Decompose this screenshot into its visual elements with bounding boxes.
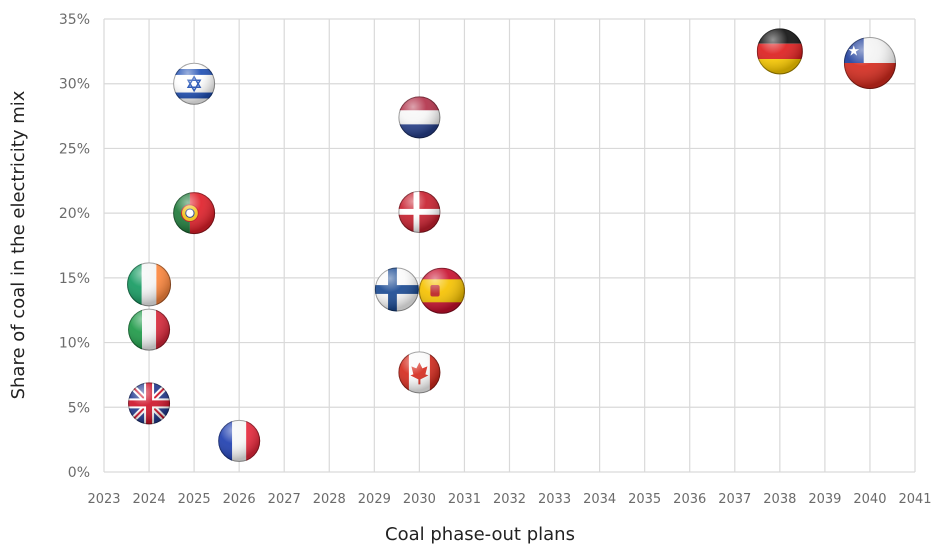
flag-marker-netherlands-icon: Netherlands: 2030, 27.4% bbox=[398, 96, 441, 139]
x-tick-label: 2024 bbox=[133, 492, 166, 507]
y-tick-label: 20% bbox=[59, 206, 90, 222]
flag-marker-ireland-icon: Ireland: 2024, 14.5% bbox=[127, 262, 172, 307]
y-tick-label: 10% bbox=[59, 336, 90, 352]
x-axis-title: Coal phase-out plans bbox=[385, 524, 575, 545]
flag-marker-spain-icon: Spain: 2030.5, 14% bbox=[418, 267, 465, 314]
flag-marker-israel-icon: Israel: 2025, 30% bbox=[173, 62, 216, 105]
x-tick-label: 2036 bbox=[673, 492, 706, 507]
x-axis-ticks: 2023 2024 2025 2026 2027 2028 2029 2030 2031 2032… bbox=[87, 492, 931, 507]
x-tick-label: 2026 bbox=[223, 492, 256, 507]
x-tick-label: 2038 bbox=[763, 492, 796, 507]
x-tick-label: 2028 bbox=[313, 492, 346, 507]
x-tick-label: 2033 bbox=[538, 492, 571, 507]
flag-marker-chile-icon: Chile: 2040, 31.6%★ bbox=[843, 37, 896, 90]
flag-marker-italy-icon: Italy: 2024, 11% bbox=[128, 308, 171, 351]
flag-marker-denmark-icon: Denmark: 2030, 20.1% bbox=[398, 190, 441, 233]
flag-marker-finland-icon: Finland: 2029.5, 14.1% bbox=[374, 267, 419, 312]
x-tick-label: 2030 bbox=[403, 492, 436, 507]
y-tick-label: 30% bbox=[59, 77, 90, 93]
grid-lines bbox=[103, 18, 916, 473]
x-tick-label: 2040 bbox=[853, 492, 886, 507]
x-tick-label: 2032 bbox=[493, 492, 526, 507]
x-tick-label: 2027 bbox=[268, 492, 301, 507]
flag-marker-united-kingdom-icon: United Kingdom: 2024, 5.3% bbox=[128, 382, 171, 425]
y-tick-label: 35% bbox=[59, 12, 90, 28]
flag-marker-canada-icon: Canada: 2030, 7.7% bbox=[398, 351, 441, 394]
y-tick-label: 25% bbox=[59, 141, 90, 157]
x-tick-label: 2035 bbox=[628, 492, 661, 507]
x-tick-label: 2029 bbox=[358, 492, 391, 507]
x-tick-label: 2039 bbox=[808, 492, 841, 507]
x-tick-label: 2025 bbox=[178, 492, 211, 507]
x-tick-label: 2037 bbox=[718, 492, 751, 507]
y-tick-label: 5% bbox=[68, 400, 90, 416]
data-points: Israel: 2025, 30% Portugal: 2025, 20%Irel… bbox=[127, 28, 896, 462]
x-tick-label: 2041 bbox=[898, 492, 931, 507]
flag-marker-germany-icon: Germany: 2038, 32.5% bbox=[756, 28, 803, 75]
x-tick-label: 2034 bbox=[583, 492, 616, 507]
y-axis-title: Share of coal in the electricity mix bbox=[8, 90, 29, 399]
x-tick-label: 2023 bbox=[87, 492, 120, 507]
y-axis-ticks: 0% 5% 10% 15% 20% 25% 30% 35% bbox=[59, 12, 90, 481]
y-tick-label: 15% bbox=[59, 271, 90, 287]
flag-marker-france-icon: France: 2026, 2.4% bbox=[218, 419, 261, 462]
y-tick-label: 0% bbox=[68, 465, 90, 481]
flag-marker-portugal-icon: Portugal: 2025, 20% bbox=[173, 192, 216, 235]
x-tick-label: 2031 bbox=[448, 492, 481, 507]
